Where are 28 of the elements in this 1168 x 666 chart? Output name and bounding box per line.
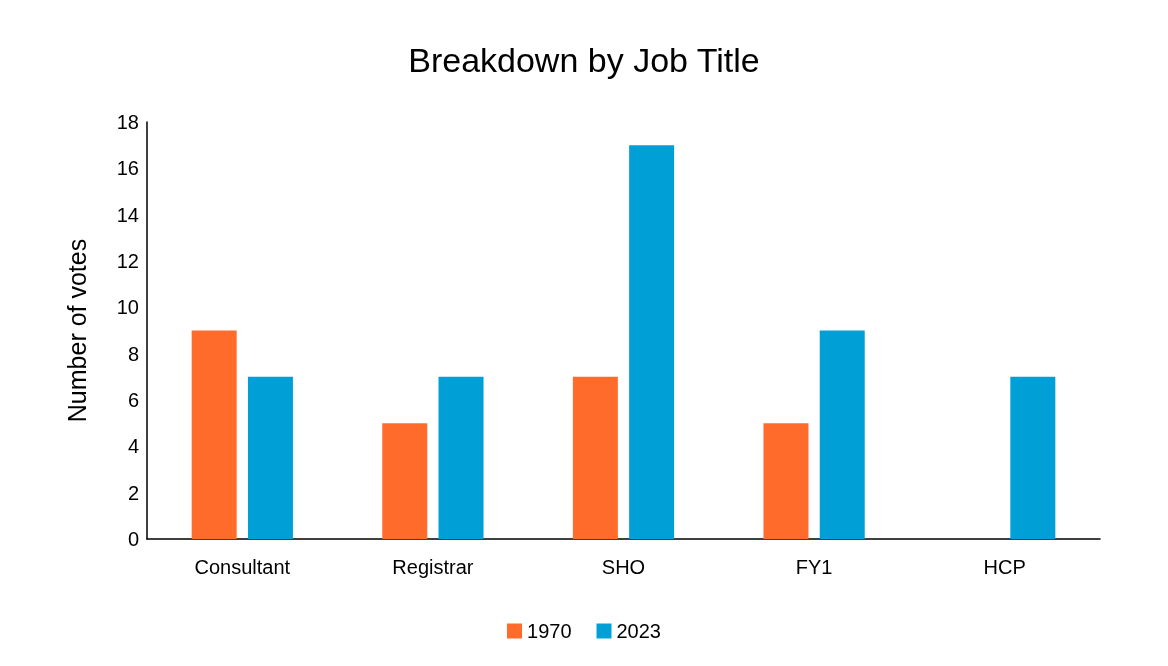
y-tick-label: 8: [127, 342, 139, 365]
chart-title: Breakdown by Job Title: [408, 41, 760, 79]
bar: [629, 145, 675, 539]
y-tick-label: 16: [116, 157, 139, 180]
y-tick-label: 2: [127, 481, 139, 504]
x-tick-label: FY1: [795, 556, 833, 578]
legend-label: 2023: [616, 620, 661, 642]
bar: [191, 330, 237, 539]
x-tick-label: SHO: [601, 556, 646, 578]
bar: [572, 376, 618, 539]
y-tick-label: 6: [127, 389, 139, 411]
bar: [1010, 376, 1056, 539]
y-tick-label: 14: [116, 203, 139, 226]
y-axis-title: Number of votes: [62, 238, 91, 423]
bar: [763, 423, 809, 539]
y-tick-label: 0: [127, 528, 139, 550]
y-tick-label: 12: [116, 250, 139, 272]
x-tick-label: Consultant: [194, 556, 291, 578]
y-tick-label: 4: [127, 435, 139, 458]
y-tick-label: 18: [116, 111, 139, 133]
bar: [819, 330, 865, 539]
y-tick-label: 10: [116, 296, 139, 319]
bar: [382, 423, 428, 539]
bar: [438, 376, 484, 539]
x-tick-label: Registrar: [392, 556, 474, 578]
x-tick-label: HCP: [983, 556, 1026, 578]
bar: [247, 376, 293, 539]
legend-label: 1970: [527, 620, 572, 642]
